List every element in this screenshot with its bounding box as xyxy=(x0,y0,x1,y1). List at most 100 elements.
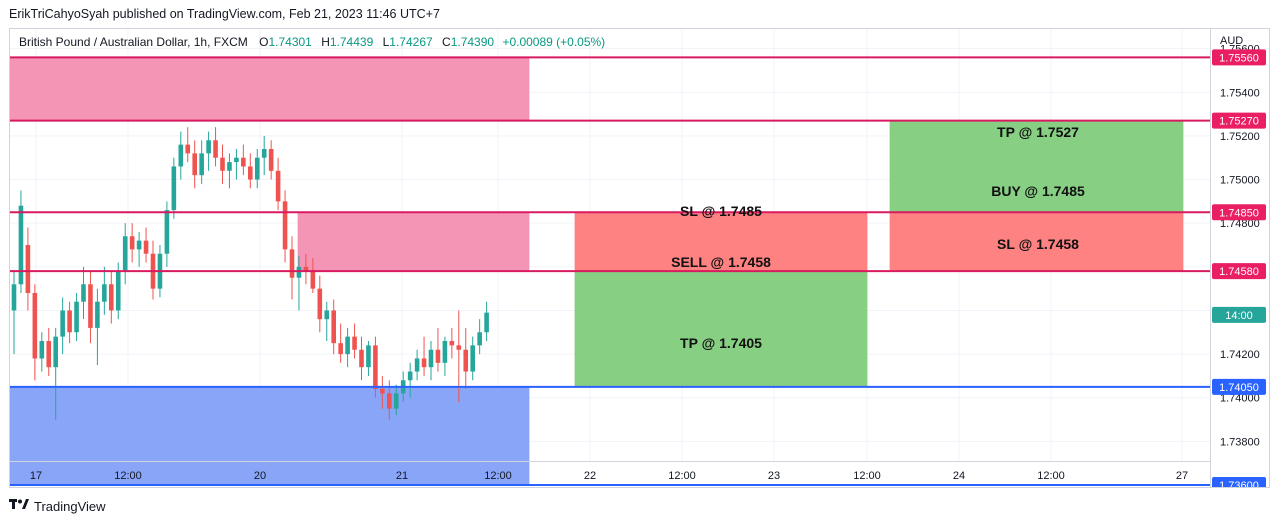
price-label-text: 14:00 xyxy=(1225,310,1253,322)
time-axis[interactable]: 17 12:00 20 21 12:00 22 12:00 23 12:00 24 12:00 27 xyxy=(30,470,1188,482)
candle-up xyxy=(345,336,350,355)
candle-up xyxy=(393,393,399,409)
candle-up xyxy=(206,140,211,154)
candle-up xyxy=(199,153,204,176)
candle-up xyxy=(227,162,232,171)
candle-down xyxy=(449,341,455,346)
candle-down xyxy=(421,358,427,368)
open-value: 1.74301 xyxy=(268,35,312,49)
time-tick-label: 12:00 xyxy=(484,470,512,482)
candle-up xyxy=(477,332,482,346)
candle-up xyxy=(164,210,170,254)
candle-down xyxy=(456,345,462,350)
support-zone xyxy=(10,386,530,486)
price-label-bg xyxy=(1212,112,1266,129)
candle-up xyxy=(178,144,184,167)
price-label-bg xyxy=(1212,263,1266,280)
time-tick-label: 23 xyxy=(768,470,780,482)
candle-up xyxy=(115,271,121,311)
price-label-text: 1.74580 xyxy=(1219,266,1259,278)
price-tick-label: 1.74800 xyxy=(1220,218,1260,230)
symbol-legend[interactable]: British Pound / Australian Dollar, 1h, F… xyxy=(19,35,605,49)
price-tick-label: 1.75000 xyxy=(1220,175,1260,187)
candle-down xyxy=(352,336,357,350)
close-label: C xyxy=(442,35,451,49)
sell-entry-label: SELL @ 1.7458 xyxy=(671,254,771,270)
low-label: L xyxy=(382,35,390,49)
candle-down xyxy=(275,170,281,202)
zone-layer xyxy=(10,56,1184,486)
price-labels: 1.75560 1.75270 1.74850 1.74580 14:00 1.74050… xyxy=(1212,49,1266,487)
price-label: 1.75270 xyxy=(1212,112,1266,129)
time-tick-label: 21 xyxy=(396,470,408,482)
candle-up xyxy=(407,371,413,381)
candle-down xyxy=(213,140,218,158)
sell-take-profit-zone xyxy=(574,270,868,388)
buy-sl-label: SL @ 1.7458 xyxy=(997,236,1079,252)
price-label: 1.75560 xyxy=(1212,49,1266,66)
price-tick-label: 1.75400 xyxy=(1220,87,1260,99)
candle-down xyxy=(192,153,197,176)
sell-stop-loss-zone xyxy=(574,211,868,272)
price-label-bg xyxy=(1212,378,1266,395)
candle-up xyxy=(95,301,100,328)
resistance-zone-top xyxy=(10,56,530,122)
buy-stop-loss-zone xyxy=(889,211,1184,272)
resistance-zone-mid xyxy=(297,211,530,272)
candle-down xyxy=(268,149,274,171)
price-label-text: 1.75560 xyxy=(1219,52,1259,64)
price-label-bg xyxy=(1212,204,1266,221)
candle-up xyxy=(122,236,128,272)
footer-branding[interactable]: TradingView xyxy=(9,497,106,515)
candle-down xyxy=(248,166,253,180)
candle-up xyxy=(470,345,475,372)
candle-up xyxy=(428,349,434,368)
time-tick-label: 17 xyxy=(30,470,42,482)
price-label: 1.74580 xyxy=(1212,263,1266,280)
time-tick-label: 20 xyxy=(254,470,266,482)
candle-up xyxy=(414,358,420,372)
candle-down xyxy=(359,349,364,368)
price-chart[interactable]: SL @ 1.7485 SELL @ 1.7458 TP @ 1.7405 TP… xyxy=(10,29,1269,487)
candle-down xyxy=(463,349,469,372)
candle-down xyxy=(317,288,323,320)
price-tick-label: 1.74200 xyxy=(1220,349,1260,361)
price-tick-label: 1.74000 xyxy=(1220,393,1260,405)
candle-up xyxy=(81,284,86,302)
candle-up xyxy=(442,341,448,363)
open-label: O xyxy=(259,35,269,49)
candle-down xyxy=(46,341,52,368)
price-label-text: 1.75270 xyxy=(1219,116,1259,128)
candle-down xyxy=(303,266,309,272)
buy-tp-label: TP @ 1.7527 xyxy=(997,124,1079,140)
tradingview-brand: TradingView xyxy=(34,498,106,514)
candle-down xyxy=(435,349,441,363)
candle-up xyxy=(484,312,489,333)
candle-down xyxy=(185,144,191,154)
time-tick-label: 12:00 xyxy=(1037,470,1065,482)
chart-frame[interactable]: SL @ 1.7485 SELL @ 1.7458 TP @ 1.7405 TP… xyxy=(9,28,1270,488)
candle-down xyxy=(331,310,336,344)
candle-up xyxy=(261,149,267,158)
low-value: 1.74267 xyxy=(389,35,433,49)
candle-up xyxy=(171,166,177,211)
price-label-bg xyxy=(1212,477,1266,487)
price-label-text: 1.74850 xyxy=(1219,207,1259,219)
candle-up xyxy=(136,240,142,250)
candle-down xyxy=(387,393,392,409)
candle-down xyxy=(109,284,114,311)
close-value: 1.74390 xyxy=(450,35,495,49)
candle-down xyxy=(338,343,343,355)
time-tick-label: 22 xyxy=(584,470,596,482)
candle-down xyxy=(32,293,38,359)
currency-label: AUD xyxy=(1220,35,1243,47)
price-label-text: 1.74050 xyxy=(1219,382,1259,394)
price-label: 14:00 xyxy=(1212,306,1266,323)
candle-up xyxy=(234,157,239,163)
sell-sl-label: SL @ 1.7485 xyxy=(680,203,762,219)
candle-down xyxy=(289,249,295,278)
candle-up xyxy=(74,301,79,333)
price-tick-label: 1.73800 xyxy=(1220,436,1260,448)
tradingview-logo-icon xyxy=(9,497,29,515)
candle-up xyxy=(60,310,65,337)
